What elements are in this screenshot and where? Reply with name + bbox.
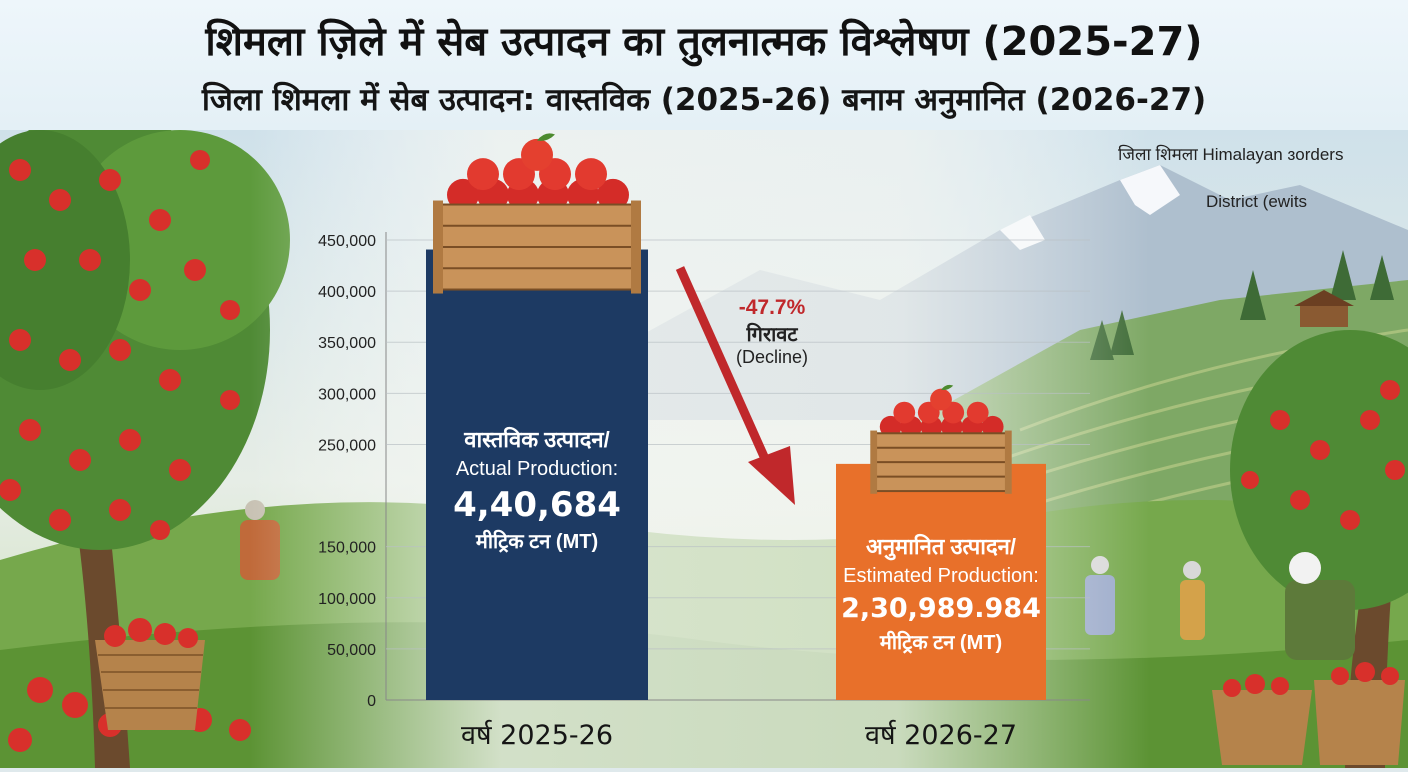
actual-bar-label: वास्तविक उत्पादन/ Actual Production: 4,4… (426, 425, 648, 557)
actual-unit-label: मीट्रिक टन (MT) (475, 531, 599, 553)
estimated-unit-label: मीट्रिक टन (MT) (879, 632, 1003, 654)
estimated-value-label: 2,30,989.984 (841, 593, 1041, 624)
header-banner: शिमला ज़िले में सेब उत्पादन का तुलनात्मक… (0, 0, 1408, 130)
y-tick-label: 150,000 (318, 540, 376, 557)
decline-hindi: गिरावट (746, 322, 798, 346)
actual-production-bar (426, 249, 648, 701)
decline-annotation: -47.7% गिरावट (Decline) (712, 296, 832, 368)
top-right-note-2: District (ewits (1206, 192, 1308, 211)
decline-english: (Decline) (735, 347, 809, 367)
estimated-production-bar (836, 463, 1046, 700)
y-tick-label: 400,000 (318, 284, 376, 301)
page-title: शिमला ज़िले में सेब उत्पादन का तुलनात्मक… (205, 19, 1203, 65)
page-subtitle: जिला शिमला में सेब उत्पादन: वास्तविक (20… (201, 82, 1207, 118)
harvest-basket-right (1212, 662, 1405, 765)
x-tick-label: वर्ष 2026-27 (865, 719, 1017, 751)
harvest-basket-left (95, 618, 205, 730)
y-tick-label: 50,000 (327, 642, 376, 659)
estimated-label-hindi: अनुमानित उत्पादन/ (866, 534, 1016, 559)
decline-percent: -47.7% (738, 296, 806, 319)
estimated-label-english: Estimated Production: (843, 565, 1039, 587)
y-tick-label: 350,000 (318, 335, 376, 352)
y-tick-label: 100,000 (318, 591, 376, 608)
estimated-bar-label: अनुमानित उत्पादन/ Estimated Production: … (836, 532, 1046, 658)
y-tick-label: 250,000 (318, 437, 376, 454)
y-tick-label: 0 (367, 693, 376, 710)
y-tick-label: 450,000 (318, 233, 376, 250)
actual-label-hindi: वास्तविक उत्पादन/ (464, 427, 610, 452)
actual-label-english: Actual Production: (455, 458, 619, 480)
top-right-note: जिला शिमला Himalayan ɜorders (1118, 145, 1344, 164)
y-tick-label: 300,000 (318, 386, 376, 403)
apple-crate-icon (433, 133, 641, 294)
apple-crate-icon (870, 384, 1012, 494)
decline-arrow-icon (675, 266, 795, 505)
x-tick-label: वर्ष 2025-26 (461, 719, 613, 751)
actual-value-label: 4,40,684 (453, 485, 621, 525)
